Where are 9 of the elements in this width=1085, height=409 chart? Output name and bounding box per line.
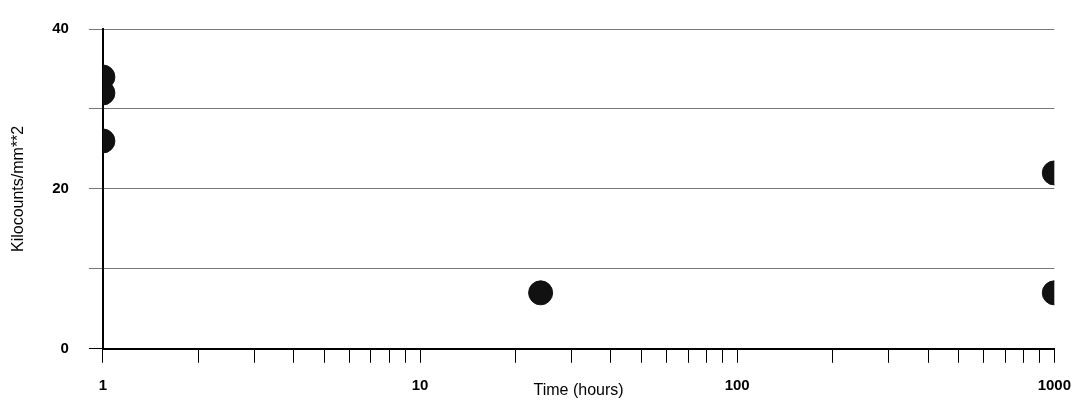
y-tick-label: 0	[60, 338, 69, 356]
x-tick-label: 100	[724, 375, 750, 393]
y-tick-label: 40	[52, 19, 69, 37]
x-tick-label: 1	[98, 375, 108, 393]
x-axis-title: Time (hours)	[533, 380, 624, 398]
y-tick-label: 20	[52, 179, 69, 197]
y-axis-title: Kilocounts/mm**2	[9, 125, 27, 253]
x-tick-label: 10	[411, 375, 429, 393]
x-tick-label: 1000	[1037, 375, 1071, 393]
